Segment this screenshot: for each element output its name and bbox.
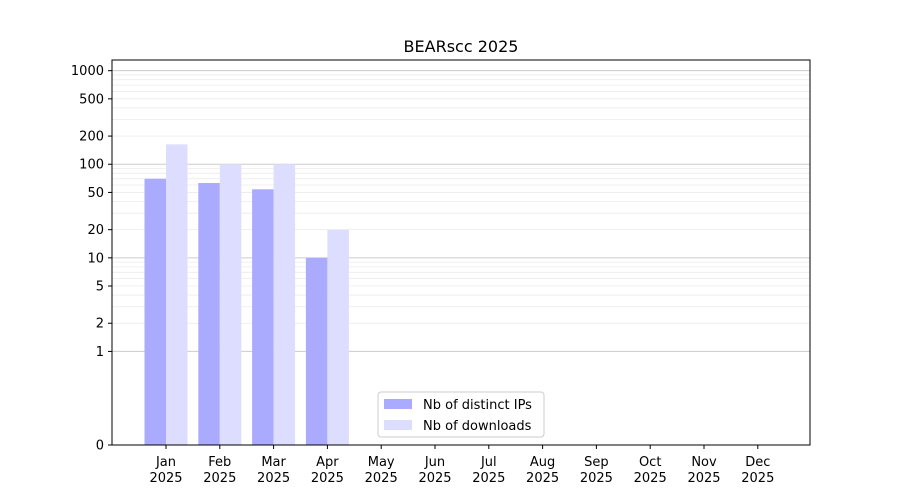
x-tick-label: Feb 2025 xyxy=(203,455,236,486)
y-tick-label: 5 xyxy=(96,280,104,295)
x-axis: Jan 2025 Feb 2025 Mar 2025 Apr 2025 May 2025 Jun 20… xyxy=(149,445,774,486)
bar-downloads xyxy=(273,164,296,445)
legend-label: Nb of distinct IPs xyxy=(423,398,532,413)
bar-downloads xyxy=(219,164,242,445)
legend-box xyxy=(377,391,545,438)
chart-title: BEARscc 2025 xyxy=(404,37,519,56)
bar-downloads xyxy=(327,229,349,445)
y-axis: 0 1 2 5 10 20 50 100 200 500 1000 xyxy=(71,64,112,454)
x-tick-label: Nov 2025 xyxy=(687,455,720,486)
bars xyxy=(144,144,349,446)
legend-swatch xyxy=(384,420,412,430)
y-tick-label: 10 xyxy=(87,251,104,266)
x-tick-label: Oct 2025 xyxy=(634,455,667,486)
x-tick-label: Sep 2025 xyxy=(580,455,613,486)
y-tick-label: 100 xyxy=(79,158,104,173)
legend-swatch xyxy=(384,399,412,409)
x-tick-label: Apr 2025 xyxy=(311,455,344,486)
x-tick-label: May 2025 xyxy=(365,455,398,486)
y-tick-label: 200 xyxy=(79,130,104,145)
bar-distinct-ips xyxy=(198,183,220,446)
x-tick-label: Aug 2025 xyxy=(526,455,559,486)
legend: Nb of distinct IPs Nb of downloads xyxy=(377,391,545,438)
bar-distinct-ips xyxy=(144,178,166,446)
bar-distinct-ips xyxy=(305,257,328,445)
bar-distinct-ips xyxy=(252,189,274,445)
y-tick-label: 2 xyxy=(96,317,104,332)
x-tick-label: Dec 2025 xyxy=(741,455,774,486)
y-tick-label: 20 xyxy=(87,223,104,238)
legend-label: Nb of downloads xyxy=(423,419,532,434)
y-tick-label: 50 xyxy=(87,186,104,201)
x-tick-label: Jan 2025 xyxy=(149,455,182,486)
plot-frame xyxy=(111,59,811,446)
x-tick-label: Jul 2025 xyxy=(472,455,505,486)
y-tick-label: 500 xyxy=(79,92,104,107)
bar-downloads xyxy=(166,144,188,445)
x-tick-label: Mar 2025 xyxy=(257,455,290,486)
y-tick-label: 1 xyxy=(96,345,104,360)
x-tick-label: Jun 2025 xyxy=(418,455,451,486)
y-tick-label: 1000 xyxy=(71,64,104,79)
y-tick-label: 0 xyxy=(96,439,104,454)
